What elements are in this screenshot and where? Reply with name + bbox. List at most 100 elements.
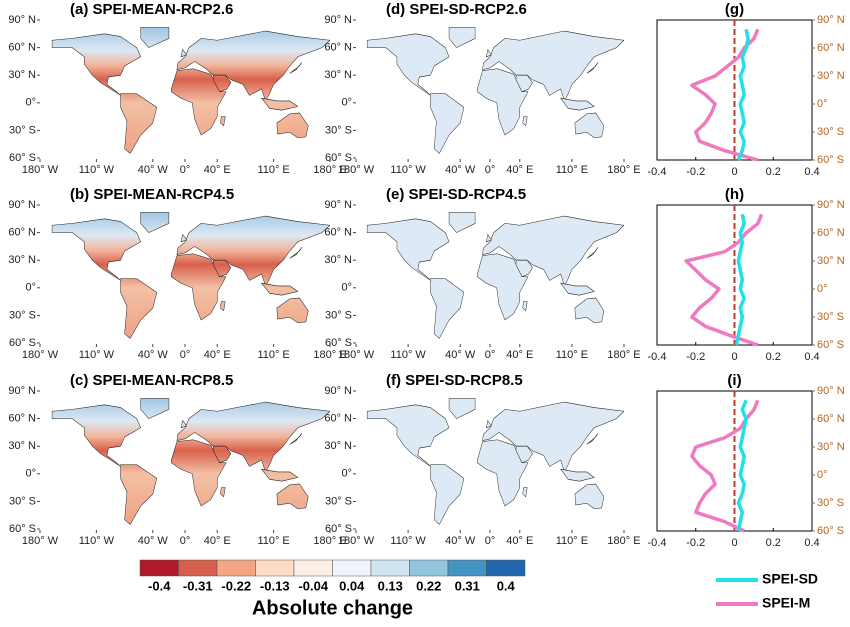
x-tick-label: 180° W bbox=[338, 164, 375, 176]
land bbox=[51, 27, 330, 154]
panel-title: (e) SPEI-SD-RCP4.5 bbox=[386, 186, 526, 203]
x-tick-label: -0.4 bbox=[648, 166, 667, 178]
x-tick-label: 0.4 bbox=[804, 166, 819, 178]
panel-title: (d) SPEI-SD-RCP2.6 bbox=[386, 1, 527, 18]
colorbar-swatch bbox=[255, 559, 295, 577]
x-tick-label: 110° W bbox=[390, 535, 426, 547]
x-tick-label: 110° E bbox=[556, 535, 588, 547]
x-tick-label: 40° W bbox=[445, 164, 476, 176]
y-tick-label: 90° N bbox=[324, 385, 352, 397]
y-tick-label: 60° S bbox=[325, 337, 352, 349]
y-tick-label: 30° S bbox=[325, 495, 352, 507]
x-tick-label: 0° bbox=[180, 349, 191, 361]
y-tick-label: 60° N bbox=[8, 227, 36, 239]
y2-tick-label: 90° N bbox=[817, 199, 845, 211]
panel-title: (a) SPEI-MEAN-RCP2.6 bbox=[70, 1, 233, 18]
x-tick-label: 180° E bbox=[607, 349, 640, 361]
legend-label: SPEI-SD bbox=[762, 571, 818, 587]
colorbar-label: -0.22 bbox=[221, 578, 251, 593]
y-tick-label: 60° N bbox=[8, 42, 36, 54]
x-tick-label: 180° E bbox=[607, 164, 640, 176]
y-tick-label: 60° S bbox=[9, 523, 36, 535]
x-tick-label: 0 bbox=[731, 351, 737, 363]
x-tick-label: -0.4 bbox=[648, 537, 667, 549]
x-tick-label: 180° W bbox=[22, 164, 59, 176]
y2-tick-label: 90° N bbox=[817, 385, 845, 397]
y2-tick-label: 0° bbox=[817, 98, 828, 110]
x-tick-label: 110° E bbox=[257, 164, 289, 176]
x-tick-label: 40° E bbox=[506, 164, 533, 176]
x-tick-label: 0° bbox=[180, 164, 191, 176]
x-tick-label: 180° E bbox=[313, 535, 346, 547]
colorbar-label: 0.31 bbox=[455, 578, 480, 593]
colorbar-label: 0.22 bbox=[416, 578, 441, 593]
colorbar-swatch bbox=[370, 559, 410, 577]
colorbar-label: 0.4 bbox=[497, 578, 516, 593]
y2-tick-label: 30° N bbox=[817, 70, 845, 82]
colorbar-swatch bbox=[409, 559, 449, 577]
x-tick-label: 0.2 bbox=[766, 537, 781, 549]
x-tick-label: 40° W bbox=[138, 164, 169, 176]
y2-tick-label: 60° N bbox=[817, 227, 845, 239]
land bbox=[366, 398, 624, 525]
x-tick-label: 0° bbox=[485, 164, 496, 176]
y-tick-label: 90° N bbox=[324, 14, 352, 26]
colorbar-label: -0.04 bbox=[298, 578, 328, 593]
y2-tick-label: 30° S bbox=[817, 497, 844, 509]
colorbar-swatch bbox=[486, 559, 526, 577]
colorbar-swatch bbox=[447, 559, 487, 577]
y-tick-label: 90° N bbox=[324, 199, 352, 211]
x-tick-label: 40° E bbox=[204, 349, 231, 361]
x-tick-label: 40° E bbox=[204, 164, 231, 176]
y-tick-label: 30° S bbox=[9, 309, 36, 321]
colorbar-swatch bbox=[216, 559, 256, 577]
x-tick-label: 110° E bbox=[257, 349, 289, 361]
y-tick-label: 90° N bbox=[8, 385, 36, 397]
x-tick-label: 180° E bbox=[607, 535, 640, 547]
y-tick-label: 90° N bbox=[8, 199, 36, 211]
series-line bbox=[690, 28, 760, 162]
y-tick-label: 30° N bbox=[8, 254, 36, 266]
y2-tick-label: 60° N bbox=[817, 413, 845, 425]
y-tick-label: 0° bbox=[341, 282, 352, 294]
x-tick-label: 0° bbox=[485, 349, 496, 361]
y-tick-label: 0° bbox=[25, 97, 36, 109]
y-tick-label: 30° S bbox=[325, 124, 352, 136]
x-tick-label: 40° E bbox=[204, 535, 231, 547]
land bbox=[51, 398, 330, 525]
x-tick-label: 0.2 bbox=[766, 166, 781, 178]
series-line bbox=[736, 399, 748, 532]
y2-tick-label: 0° bbox=[817, 469, 828, 481]
x-tick-label: 0 bbox=[731, 166, 737, 178]
land bbox=[366, 27, 624, 154]
x-tick-label: 110° E bbox=[556, 164, 588, 176]
y-tick-label: 30° S bbox=[9, 495, 36, 507]
x-tick-label: 0.4 bbox=[804, 351, 819, 363]
x-tick-label: 110° W bbox=[79, 535, 115, 547]
x-tick-label: 0.2 bbox=[766, 351, 781, 363]
x-tick-label: -0.2 bbox=[686, 351, 705, 363]
y2-tick-label: 0° bbox=[817, 283, 828, 295]
panel-title: (c) SPEI-MEAN-RCP8.5 bbox=[70, 372, 233, 389]
land bbox=[51, 212, 330, 339]
y-tick-label: 0° bbox=[341, 468, 352, 480]
colorbar-label: -0.4 bbox=[148, 578, 171, 593]
x-tick-label: 110° W bbox=[390, 349, 426, 361]
colorbar-title: Absolute change bbox=[252, 597, 413, 619]
y2-tick-label: 90° N bbox=[817, 14, 845, 26]
panel-title: (h) bbox=[725, 186, 744, 203]
x-tick-label: 0 bbox=[731, 537, 737, 549]
y2-tick-label: 30° N bbox=[817, 255, 845, 267]
colorbar-label: -0.31 bbox=[183, 578, 213, 593]
x-tick-label: 180° W bbox=[338, 535, 375, 547]
y-tick-label: 60° S bbox=[325, 152, 352, 164]
y-tick-label: 60° S bbox=[325, 523, 352, 535]
x-tick-label: 110° W bbox=[390, 164, 426, 176]
y-tick-label: 0° bbox=[25, 282, 36, 294]
x-tick-label: 40° W bbox=[138, 535, 169, 547]
y-tick-label: 30° S bbox=[9, 124, 36, 136]
colorbar-label: 0.13 bbox=[378, 578, 403, 593]
land bbox=[366, 212, 624, 339]
y-tick-label: 60° N bbox=[324, 227, 352, 239]
